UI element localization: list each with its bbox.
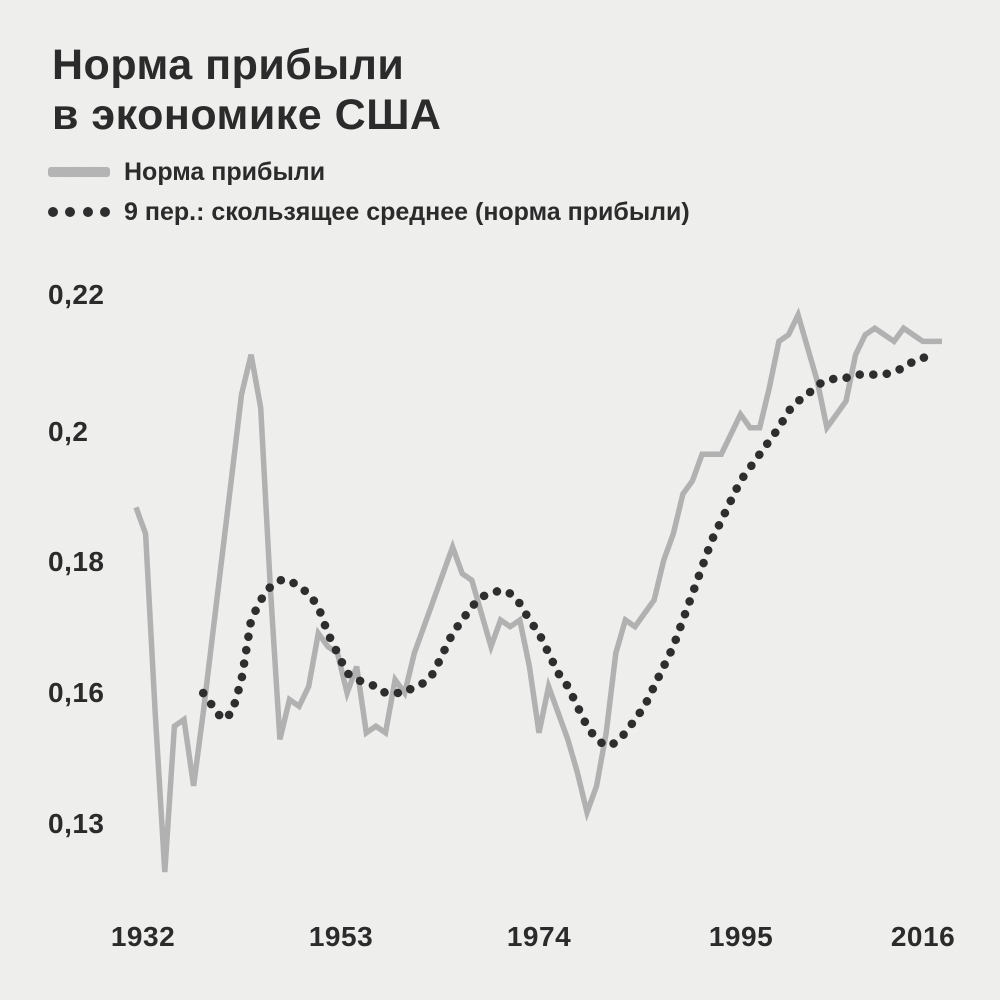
y-tick-label-4: 0,13 xyxy=(48,808,105,839)
y-tick-label-2: 0,18 xyxy=(48,546,105,577)
legend-label-moving-average: 9 пер.: скользящее среднее (норма прибыл… xyxy=(124,197,690,226)
x-tick-label-1974: 1974 xyxy=(506,921,572,952)
moving-average-dotted-line xyxy=(198,350,937,751)
chart-title: Норма прибыли в экономике США xyxy=(52,40,441,140)
chart-title-line1: Норма прибыли xyxy=(52,41,405,89)
legend-item-moving-average: 9 пер.: скользящее среднее (норма прибыл… xyxy=(48,197,690,227)
x-tick-label-2016: 2016 xyxy=(890,921,956,952)
dotted-line-swatch-icon xyxy=(48,207,110,217)
x-tick-label-1932: 1932 xyxy=(110,921,176,952)
y-tick-label-1: 0,2 xyxy=(48,416,89,447)
x-tick-label-1953: 1953 xyxy=(308,921,374,952)
chart-title-line2: в экономике США xyxy=(52,91,442,139)
legend-item-profit-rate: Норма прибыли xyxy=(48,157,325,187)
y-tick-label-3: 0,16 xyxy=(48,677,105,708)
solid-line-swatch-icon xyxy=(48,167,110,177)
x-tick-label-1995: 1995 xyxy=(708,921,774,952)
legend-label-profit-rate: Норма прибыли xyxy=(124,157,326,186)
y-tick-label-0: 0,22 xyxy=(48,279,105,310)
